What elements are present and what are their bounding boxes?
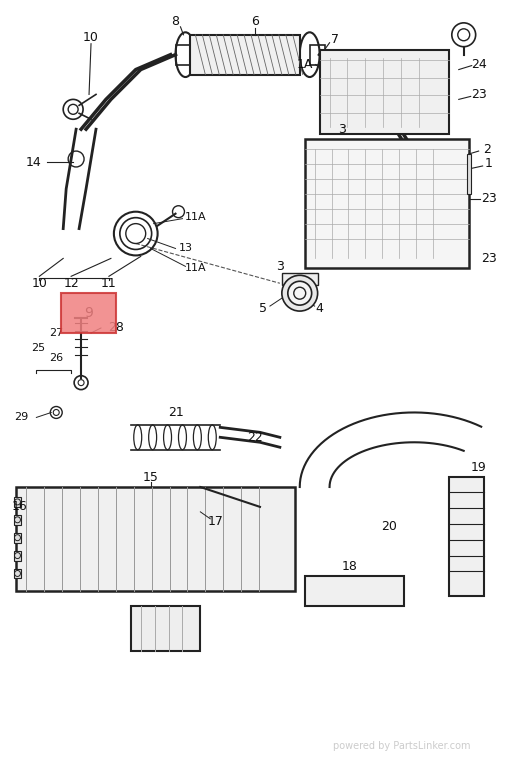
Circle shape <box>288 281 312 305</box>
Text: 10: 10 <box>83 31 99 45</box>
Text: 11: 11 <box>101 276 117 290</box>
Bar <box>305 577 404 606</box>
Bar <box>305 139 469 268</box>
Text: 26: 26 <box>49 353 63 362</box>
Text: 9: 9 <box>84 306 93 320</box>
Bar <box>131 606 200 651</box>
Bar <box>16 487 295 591</box>
Bar <box>176 45 191 65</box>
Bar <box>320 50 449 134</box>
Bar <box>449 477 484 596</box>
Text: 6: 6 <box>251 15 259 28</box>
Bar <box>13 515 22 525</box>
Text: 21: 21 <box>167 406 183 419</box>
Text: 11A: 11A <box>184 263 206 273</box>
Text: 1: 1 <box>485 157 492 170</box>
Text: 3: 3 <box>276 260 284 273</box>
Bar <box>282 273 318 285</box>
Text: 23: 23 <box>480 252 496 265</box>
Text: 4: 4 <box>316 302 323 315</box>
Text: 22: 22 <box>247 431 263 444</box>
Text: 23: 23 <box>471 88 487 101</box>
Bar <box>13 497 22 507</box>
Text: 23: 23 <box>480 192 496 205</box>
Text: 15: 15 <box>143 471 159 484</box>
Text: 10: 10 <box>31 276 47 290</box>
Text: 1A: 1A <box>297 58 313 71</box>
Text: VAG - 3C0129654P    N - 9: VAG - 3C0129654P N - 9 <box>112 703 403 723</box>
Text: 12: 12 <box>63 276 79 290</box>
Text: 7: 7 <box>331 33 338 46</box>
Text: powered by PartsLinker.com: powered by PartsLinker.com <box>333 741 470 751</box>
Text: 25: 25 <box>31 343 45 353</box>
Bar <box>310 45 324 65</box>
Text: 27: 27 <box>49 328 63 338</box>
Text: 11A: 11A <box>184 212 206 222</box>
Bar <box>467 154 471 194</box>
Text: 24: 24 <box>471 58 487 71</box>
Text: 20: 20 <box>381 520 397 533</box>
Text: 3: 3 <box>338 123 347 136</box>
Text: 8: 8 <box>171 15 180 28</box>
Bar <box>61 293 116 333</box>
Text: 29: 29 <box>14 412 28 422</box>
Text: 19: 19 <box>471 461 487 474</box>
Text: 14: 14 <box>26 155 41 168</box>
Text: 16: 16 <box>12 501 27 513</box>
Bar <box>191 35 300 74</box>
Bar <box>13 533 22 543</box>
Text: 13: 13 <box>178 243 193 253</box>
Bar <box>13 551 22 561</box>
Text: 18: 18 <box>341 560 357 573</box>
Text: 2: 2 <box>483 143 490 156</box>
Circle shape <box>282 275 318 311</box>
Text: 28: 28 <box>108 322 124 335</box>
Text: 5: 5 <box>259 302 267 315</box>
Text: 17: 17 <box>208 515 223 528</box>
Bar <box>13 568 22 578</box>
